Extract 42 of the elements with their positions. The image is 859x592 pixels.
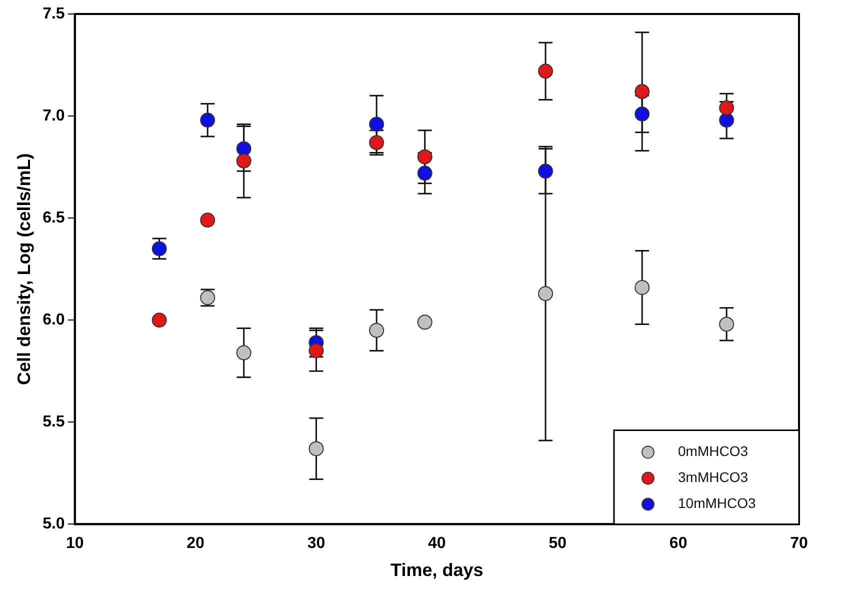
point [719,112,734,128]
point [308,441,324,456]
point [417,149,432,164]
x-tick-label: 60 [669,535,688,552]
y-tick-label: 5.5 [42,414,65,431]
point [236,345,252,360]
y-tick-label: 5.0 [42,516,65,533]
point [719,316,734,332]
y-tick-label: 6.5 [42,209,65,226]
y-tick-label: 7.0 [42,107,65,124]
point [152,241,167,256]
point [634,106,650,122]
legend-label: 3mMHCO3 [678,469,748,486]
x-tick-label: 70 [790,535,808,552]
point [369,135,384,150]
x-tick-label: 10 [66,535,84,552]
x-tick-label: 30 [307,535,326,552]
y-tick-label: 6.0 [42,312,65,329]
point [719,100,734,116]
point [417,166,432,181]
x-tick-label: 40 [428,535,446,552]
point [200,212,216,228]
point [417,314,432,330]
y-axis-title: Cell density, Log (cells/mL) [14,153,34,385]
point [538,64,554,79]
x-tick-label: 20 [186,535,205,552]
x-axis-title: Time, days [390,560,484,580]
point [634,280,650,295]
point [200,112,216,128]
point [152,312,167,328]
legend-label: 0mMHCO3 [678,443,748,460]
point [236,153,252,168]
point [538,164,554,179]
point [369,322,384,338]
y-tick-label: 7.5 [42,5,65,22]
legend-label: 10mMHCO3 [678,495,756,512]
point [236,141,252,156]
x-tick-label: 50 [548,535,567,552]
point [538,286,554,302]
point [308,343,324,358]
point [634,84,650,100]
point [369,116,384,132]
